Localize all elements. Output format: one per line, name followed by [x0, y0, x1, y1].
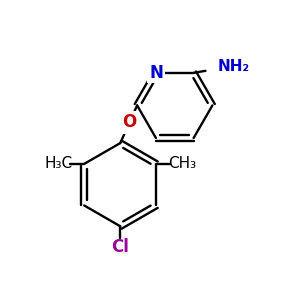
Text: N: N: [149, 64, 163, 82]
Text: CH₃: CH₃: [168, 156, 196, 171]
Text: O: O: [122, 113, 137, 131]
Text: NH₂: NH₂: [218, 59, 250, 74]
Text: H₃C: H₃C: [44, 156, 73, 171]
Text: Cl: Cl: [111, 238, 129, 256]
